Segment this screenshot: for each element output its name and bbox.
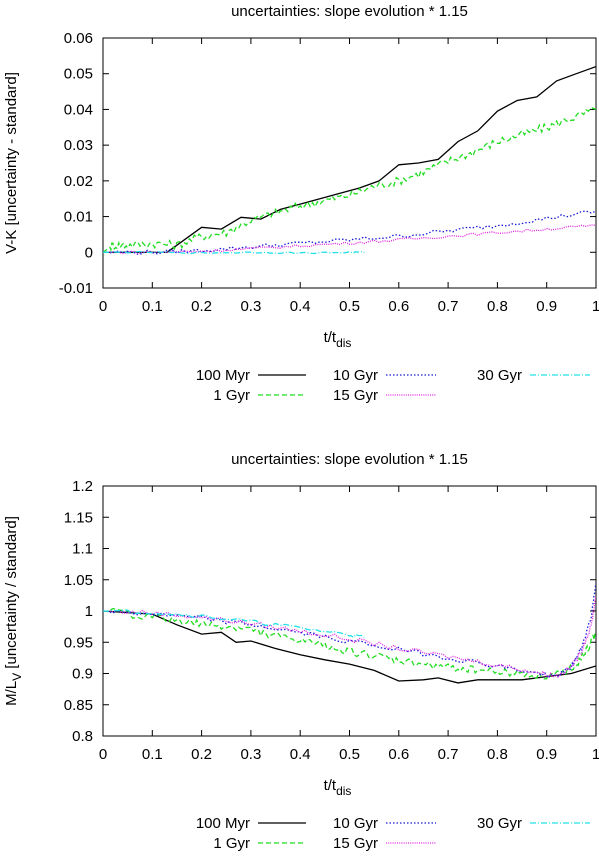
y-tick-label: -0.01 bbox=[59, 280, 93, 297]
x-axis-label: t/tdis bbox=[324, 777, 352, 798]
legend-label: 100 Myr bbox=[196, 367, 250, 384]
series-line-10-gyr bbox=[103, 582, 596, 679]
y-tick-label: 0.03 bbox=[64, 137, 93, 154]
y-tick-label: 0.02 bbox=[64, 173, 93, 190]
x-tick-label: 0.5 bbox=[339, 746, 360, 763]
plot-frame bbox=[102, 37, 597, 289]
legend-label: 15 Gyr bbox=[333, 835, 378, 852]
y-axis-label: M/LV [uncertainty / standard] bbox=[3, 516, 24, 706]
legend-label: 30 Gyr bbox=[477, 815, 522, 832]
x-tick-label: 0.7 bbox=[438, 298, 459, 315]
x-tick-label: 0.4 bbox=[290, 746, 311, 763]
x-tick-label: 0 bbox=[99, 746, 107, 763]
series-line-15-gyr bbox=[103, 595, 596, 678]
y-tick-label: 1.15 bbox=[64, 509, 93, 526]
y-axis-label: V-K [uncertainty - standard] bbox=[3, 72, 20, 254]
x-tick-label: 0.8 bbox=[487, 298, 508, 315]
x-tick-label: 1 bbox=[592, 746, 599, 763]
series-line-1-gyr bbox=[103, 106, 596, 253]
plot-frame bbox=[102, 485, 597, 737]
y-tick-label: 0.8 bbox=[72, 728, 93, 745]
legend-label: 10 Gyr bbox=[333, 367, 378, 384]
x-tick-label: 0.9 bbox=[536, 298, 557, 315]
x-tick-label: 0.2 bbox=[191, 746, 212, 763]
legend-label: 15 Gyr bbox=[333, 387, 378, 404]
x-tick-label: 0.6 bbox=[388, 298, 409, 315]
legend-label: 10 Gyr bbox=[333, 815, 378, 832]
legend-label: 1 Gyr bbox=[213, 835, 250, 852]
legend-label: 30 Gyr bbox=[477, 367, 522, 384]
x-tick-label: 0.6 bbox=[388, 746, 409, 763]
legend-label: 100 Myr bbox=[196, 815, 250, 832]
chart-1: uncertainties: slope evolution * 1.15 0 0.… bbox=[3, 3, 599, 404]
series-line-30-gyr bbox=[103, 250, 365, 255]
chart-title: uncertainties: slope evolution * 1.15 bbox=[231, 3, 468, 20]
x-tick-label: 0.2 bbox=[191, 298, 212, 315]
y-tick-label: 1.05 bbox=[64, 572, 93, 589]
x-tick-label: 0.9 bbox=[536, 746, 557, 763]
x-tick-label: 0.1 bbox=[142, 298, 163, 315]
series-line-100-myr bbox=[103, 65, 596, 253]
series-line-1-gyr bbox=[103, 607, 596, 680]
y-tick-label: 0.95 bbox=[64, 634, 93, 651]
y-tick-label: 1.2 bbox=[72, 478, 93, 495]
x-axis-label: t/tdis bbox=[324, 329, 352, 350]
y-tick-label: 0.06 bbox=[64, 30, 93, 47]
y-tick-label: 0.01 bbox=[64, 209, 93, 226]
y-tick-label: 0.9 bbox=[72, 666, 93, 683]
x-tick-label: 0.3 bbox=[240, 298, 261, 315]
legend-label: 1 Gyr bbox=[213, 387, 250, 404]
x-tick-label: 0.5 bbox=[339, 298, 360, 315]
y-tick-label: 0.04 bbox=[64, 101, 93, 118]
x-tick-label: 1 bbox=[592, 298, 599, 315]
series-line-10-gyr bbox=[103, 210, 596, 255]
y-tick-label: 1.1 bbox=[72, 541, 93, 558]
x-tick-label: 0.1 bbox=[142, 746, 163, 763]
x-tick-label: 0.8 bbox=[487, 746, 508, 763]
x-tick-label: 0 bbox=[99, 298, 107, 315]
x-tick-label: 0.4 bbox=[290, 298, 311, 315]
y-tick-label: 0.05 bbox=[64, 66, 93, 83]
chart-title: uncertainties: slope evolution * 1.15 bbox=[231, 451, 468, 468]
series-line-100-myr bbox=[103, 610, 596, 684]
series-line-15-gyr bbox=[103, 224, 596, 255]
y-tick-label: 1 bbox=[85, 603, 93, 620]
y-tick-label: 0.85 bbox=[64, 697, 93, 714]
series-line-30-gyr bbox=[103, 609, 365, 639]
y-tick-label: 0 bbox=[85, 244, 93, 261]
x-tick-label: 0.3 bbox=[240, 746, 261, 763]
chart-2: uncertainties: slope evolution * 1.15 0 0.… bbox=[3, 451, 599, 852]
x-tick-label: 0.7 bbox=[438, 746, 459, 763]
legend: 100 Myr 1 Gyr 10 Gyr 15 Gyr 30 Gyr bbox=[196, 367, 590, 404]
legend: 100 Myr 1 Gyr 10 Gyr 15 Gyr 30 Gyr bbox=[196, 815, 590, 852]
